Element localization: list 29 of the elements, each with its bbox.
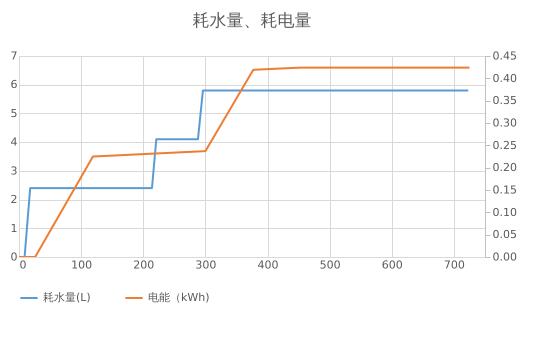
chart-title: 耗水量、耗电量 [192,11,312,31]
x-tick-label: 600 [382,258,403,272]
x-tick-label: 700 [444,258,465,272]
x-tick-label: 200 [133,258,154,272]
x-tick-label: 100 [71,258,92,272]
y2-tick-label: 0.10 [492,206,517,219]
y2-tick-label: 0.40 [492,72,517,85]
x-tick-label: 0 [20,258,26,272]
y-tick-label: 0 [10,250,18,264]
y-tick-label: 3 [10,164,18,178]
x-tick-label: 400 [258,258,279,272]
y2-tick-label: 0.25 [492,138,517,152]
y-tick-label: 7 [10,50,18,62]
legend-label: 电能（kWh) [148,291,210,304]
y2-tick-label: 0.05 [492,228,517,242]
y2-tick-label: 0.20 [492,161,517,174]
y2-tick-label: 0.35 [492,94,517,108]
y2-tick-label: 0.00 [492,250,517,264]
y-tick-label: 2 [10,193,18,206]
y-tick-label: 1 [10,222,18,235]
x-tick-label: 500 [320,258,341,272]
y-tick-label: 6 [10,78,18,92]
y-tick-label: 4 [10,136,18,149]
y2-tick-label: 0.30 [492,116,517,130]
y-tick-label: 5 [10,106,18,120]
x-tick-label: 300 [195,258,216,272]
legend-label: 耗水量(L) [43,291,91,304]
y2-tick-label: 0.45 [492,50,517,62]
y2-tick-label: 0.15 [492,184,517,196]
